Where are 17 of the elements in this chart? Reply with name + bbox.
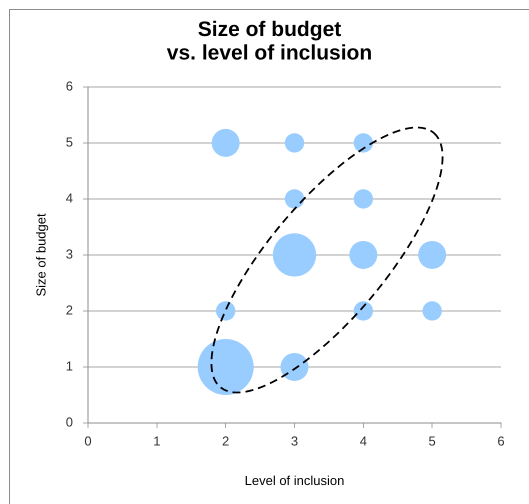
x-tick-label: 3 — [290, 433, 298, 448]
x-tick-label: 5 — [428, 433, 436, 448]
x-tick-label: 6 — [497, 433, 505, 448]
y-tick-label: 4 — [66, 190, 73, 206]
chart-title: Size of budget vs. level of inclusion — [166, 18, 372, 65]
x-tick-label: 1 — [153, 433, 160, 448]
y-tick-label: 3 — [66, 246, 73, 262]
y-tick-label: 0 — [66, 414, 73, 430]
x-tick-label: 4 — [360, 433, 367, 448]
y-axis-title: Size of budget — [33, 213, 48, 297]
y-tick-label: 6 — [66, 78, 73, 94]
y-tick-label: 1 — [66, 358, 73, 374]
x-tick-label: 2 — [222, 433, 230, 448]
x-tick-label: 0 — [84, 433, 92, 448]
y-tick-label: 2 — [66, 302, 73, 318]
y-tick-label: 5 — [66, 134, 73, 150]
x-axis-title: Level of inclusion — [244, 472, 344, 488]
